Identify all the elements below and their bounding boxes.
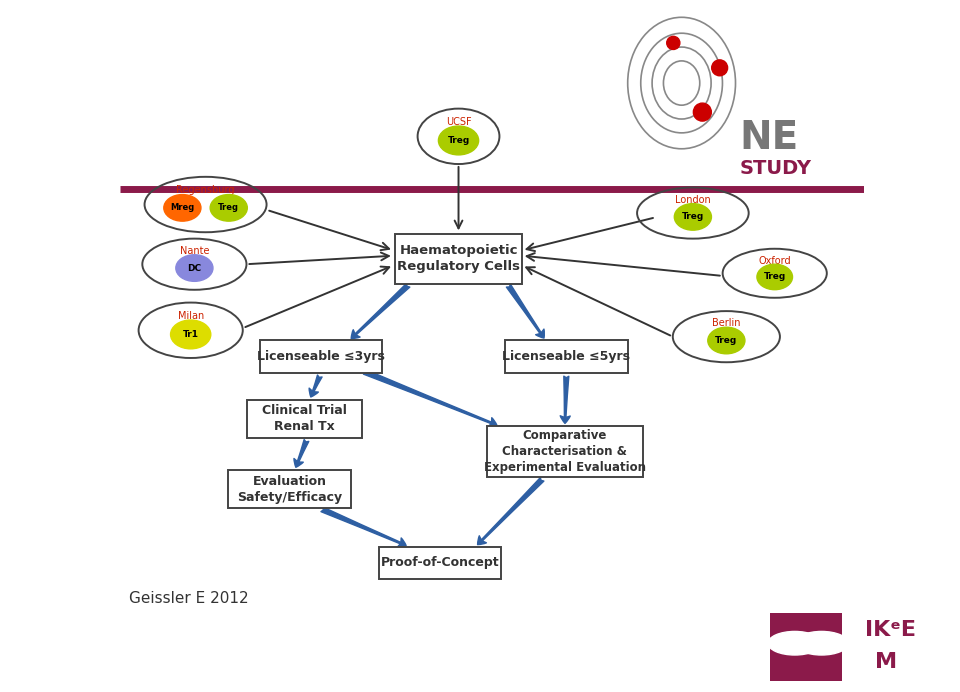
FancyBboxPatch shape: [770, 613, 842, 681]
Text: NE: NE: [740, 120, 799, 157]
Text: DC: DC: [187, 264, 202, 273]
FancyBboxPatch shape: [487, 426, 643, 477]
Circle shape: [674, 203, 711, 230]
FancyBboxPatch shape: [505, 340, 628, 374]
Text: Treg: Treg: [715, 336, 737, 345]
Text: Evaluation
Safety/Efficacy: Evaluation Safety/Efficacy: [237, 475, 342, 504]
Circle shape: [667, 37, 680, 50]
Text: Regensburg: Regensburg: [177, 185, 235, 195]
Text: Treg: Treg: [218, 203, 239, 212]
Text: Licenseable ≤5yrs: Licenseable ≤5yrs: [502, 350, 631, 363]
Text: Berlin: Berlin: [712, 318, 740, 329]
FancyBboxPatch shape: [247, 399, 362, 438]
FancyBboxPatch shape: [228, 470, 351, 508]
Circle shape: [768, 631, 822, 655]
FancyBboxPatch shape: [378, 547, 501, 579]
Text: Proof-of-Concept: Proof-of-Concept: [380, 556, 499, 569]
Text: Oxford: Oxford: [758, 255, 791, 266]
Text: Treg: Treg: [682, 212, 704, 221]
Text: Comparative
Characterisation &
Experimental Evaluation: Comparative Characterisation & Experimen…: [484, 429, 646, 474]
Circle shape: [795, 631, 849, 655]
Circle shape: [171, 320, 211, 349]
Text: STUDY: STUDY: [740, 159, 812, 179]
Text: IKᵉE: IKᵉE: [865, 620, 916, 640]
Text: Mreg: Mreg: [170, 203, 195, 212]
Circle shape: [693, 103, 711, 121]
Text: Tr1: Tr1: [182, 330, 199, 339]
Circle shape: [439, 126, 479, 155]
Text: M: M: [876, 653, 898, 672]
Text: Milan: Milan: [178, 311, 204, 321]
Text: Haematopoietic
Regulatory Cells: Haematopoietic Regulatory Cells: [397, 244, 520, 273]
Text: Treg: Treg: [763, 273, 786, 282]
Text: Licenseable ≤3yrs: Licenseable ≤3yrs: [257, 350, 385, 363]
Text: Geissler E 2012: Geissler E 2012: [129, 591, 249, 606]
Text: London: London: [675, 194, 710, 205]
Circle shape: [708, 327, 745, 354]
Circle shape: [711, 60, 728, 75]
Text: Treg: Treg: [447, 136, 469, 145]
FancyBboxPatch shape: [396, 234, 522, 284]
Circle shape: [210, 194, 248, 221]
Circle shape: [164, 194, 201, 221]
Text: Nante: Nante: [180, 246, 209, 256]
FancyBboxPatch shape: [259, 340, 382, 374]
Circle shape: [176, 255, 213, 282]
Circle shape: [756, 264, 793, 290]
Text: UCSF: UCSF: [445, 117, 471, 127]
Text: Clinical Trial
Renal Tx: Clinical Trial Renal Tx: [262, 404, 347, 433]
